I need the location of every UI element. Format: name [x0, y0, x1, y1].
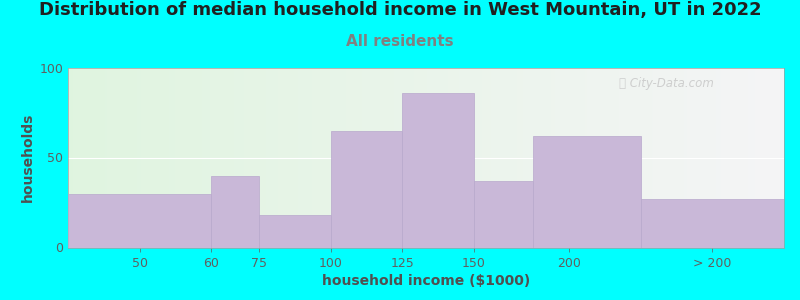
- Bar: [259, 215, 330, 248]
- Bar: [330, 130, 402, 248]
- Bar: [641, 199, 784, 248]
- Bar: [474, 181, 534, 248]
- Text: Distribution of median household income in West Mountain, UT in 2022: Distribution of median household income …: [38, 2, 762, 20]
- Bar: [534, 136, 641, 248]
- Y-axis label: households: households: [21, 113, 35, 202]
- Bar: [68, 194, 211, 247]
- Text: All residents: All residents: [346, 34, 454, 50]
- Text: Ⓢ City-Data.com: Ⓢ City-Data.com: [619, 76, 714, 89]
- X-axis label: household income ($1000): household income ($1000): [322, 274, 530, 288]
- Bar: [211, 176, 259, 248]
- Bar: [402, 93, 474, 248]
